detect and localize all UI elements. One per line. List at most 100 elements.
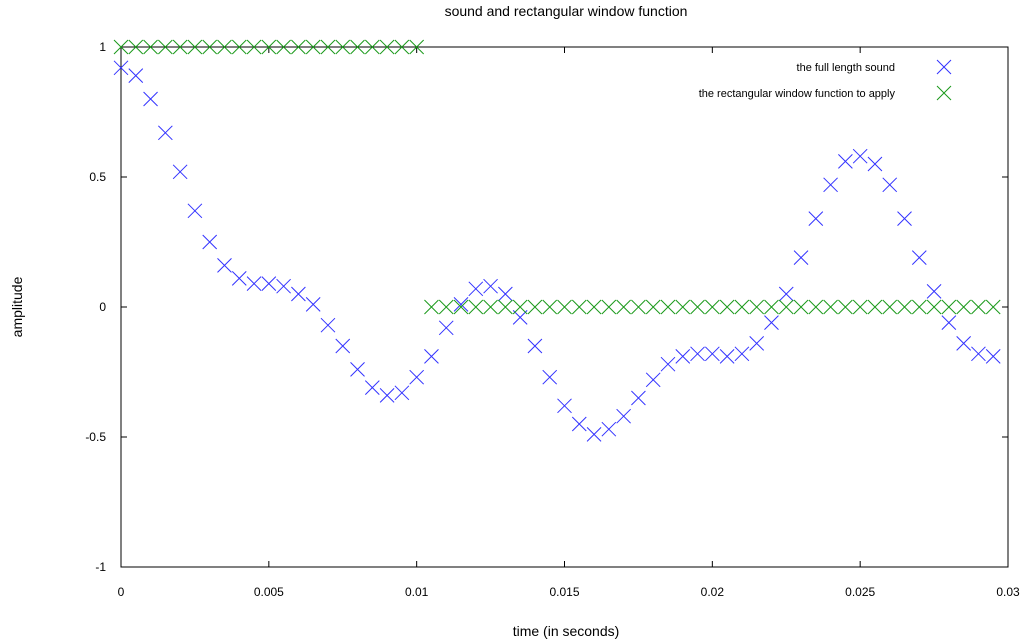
data-point bbox=[143, 91, 158, 107]
legend: the full length sound the rectangular win… bbox=[699, 59, 952, 101]
x-axis-label: time (in seconds) bbox=[513, 623, 620, 639]
data-point bbox=[719, 349, 735, 364]
data-point bbox=[557, 299, 572, 315]
data-point bbox=[971, 299, 986, 315]
data-point bbox=[527, 299, 543, 315]
data-point bbox=[956, 299, 972, 315]
data-point bbox=[793, 299, 809, 315]
x-tick-label: 0.03 bbox=[996, 585, 1020, 599]
data-point bbox=[557, 398, 572, 414]
series-1 bbox=[113, 60, 1001, 442]
data-point bbox=[690, 346, 705, 362]
data-point bbox=[512, 310, 528, 325]
data-point bbox=[956, 336, 972, 351]
data-point bbox=[734, 346, 750, 362]
data-point bbox=[113, 39, 129, 55]
data-point bbox=[157, 125, 173, 141]
x-tick-label: 0.025 bbox=[845, 585, 875, 599]
data-point bbox=[852, 299, 868, 315]
data-point bbox=[261, 39, 277, 55]
data-point bbox=[911, 299, 927, 315]
data-point bbox=[542, 299, 558, 315]
data-point bbox=[675, 349, 691, 364]
data-point bbox=[276, 278, 291, 294]
data-point bbox=[409, 369, 425, 385]
data-point bbox=[838, 154, 853, 169]
data-point bbox=[246, 39, 262, 55]
data-point bbox=[364, 39, 380, 55]
data-point bbox=[261, 276, 277, 291]
data-point bbox=[808, 211, 824, 226]
data-point bbox=[852, 148, 868, 164]
data-point bbox=[157, 39, 173, 55]
data-point bbox=[453, 297, 469, 312]
legend-marker bbox=[936, 59, 952, 75]
series-layer bbox=[113, 39, 1001, 442]
data-point bbox=[985, 349, 1001, 364]
data-point bbox=[438, 320, 454, 336]
data-point bbox=[749, 336, 765, 351]
data-point bbox=[291, 39, 306, 55]
data-point bbox=[734, 299, 750, 315]
y-tick-label: 0.5 bbox=[89, 170, 106, 184]
data-point bbox=[793, 250, 809, 265]
data-point bbox=[601, 421, 617, 437]
data-point bbox=[926, 299, 942, 315]
data-point bbox=[305, 297, 321, 312]
data-point bbox=[424, 299, 439, 315]
data-point bbox=[231, 271, 247, 286]
series-2 bbox=[113, 39, 1001, 315]
y-axis-label: amplitude bbox=[9, 276, 25, 337]
data-point bbox=[187, 39, 203, 55]
data-point bbox=[616, 408, 631, 424]
data-point bbox=[128, 39, 144, 55]
data-point bbox=[882, 299, 898, 315]
data-point bbox=[675, 299, 691, 315]
data-point bbox=[527, 338, 543, 354]
data-point bbox=[202, 234, 218, 250]
data-point bbox=[453, 299, 469, 315]
data-point bbox=[542, 369, 558, 385]
data-point bbox=[498, 299, 513, 315]
y-tick-label: -0.5 bbox=[85, 430, 106, 444]
data-point bbox=[128, 68, 144, 83]
data-point bbox=[778, 299, 794, 315]
data-point bbox=[571, 416, 587, 432]
data-point bbox=[468, 281, 484, 297]
data-point bbox=[690, 299, 705, 315]
data-point bbox=[364, 380, 380, 395]
data-point bbox=[379, 39, 395, 55]
y-tick-label: -1 bbox=[95, 560, 106, 574]
x-tick-label: 0.015 bbox=[549, 585, 579, 599]
data-point bbox=[172, 39, 188, 55]
data-point bbox=[217, 39, 232, 55]
data-point bbox=[379, 388, 395, 403]
data-point bbox=[335, 338, 351, 354]
data-point bbox=[808, 299, 824, 315]
data-point bbox=[483, 278, 498, 294]
y-tick-label: 1 bbox=[99, 40, 106, 54]
data-point bbox=[764, 299, 779, 315]
data-point bbox=[409, 39, 425, 55]
x-tick-label: 0.02 bbox=[701, 585, 725, 599]
data-point bbox=[483, 299, 498, 315]
data-point bbox=[143, 39, 158, 55]
y-tick-label: 0 bbox=[99, 300, 106, 314]
x-tick-label: 0.005 bbox=[254, 585, 284, 599]
data-point bbox=[202, 39, 218, 55]
legend-label: the full length sound bbox=[797, 62, 895, 74]
x-tick-labels: 0 0.005 0.01 0.015 0.02 0.025 0.03 bbox=[118, 585, 1020, 599]
data-point bbox=[616, 299, 631, 315]
data-point bbox=[985, 299, 1001, 315]
data-point bbox=[719, 299, 735, 315]
x-tick-label: 0 bbox=[118, 585, 125, 599]
data-point bbox=[867, 299, 883, 315]
axis-ticks bbox=[120, 46, 1009, 568]
data-point bbox=[394, 39, 410, 55]
data-point bbox=[468, 299, 484, 315]
y-tick-labels: 1 0.5 0 -0.5 -1 bbox=[85, 40, 106, 574]
data-point bbox=[335, 39, 351, 55]
data-point bbox=[586, 427, 602, 442]
x-tick-label: 0.01 bbox=[405, 585, 429, 599]
data-point bbox=[971, 346, 986, 362]
